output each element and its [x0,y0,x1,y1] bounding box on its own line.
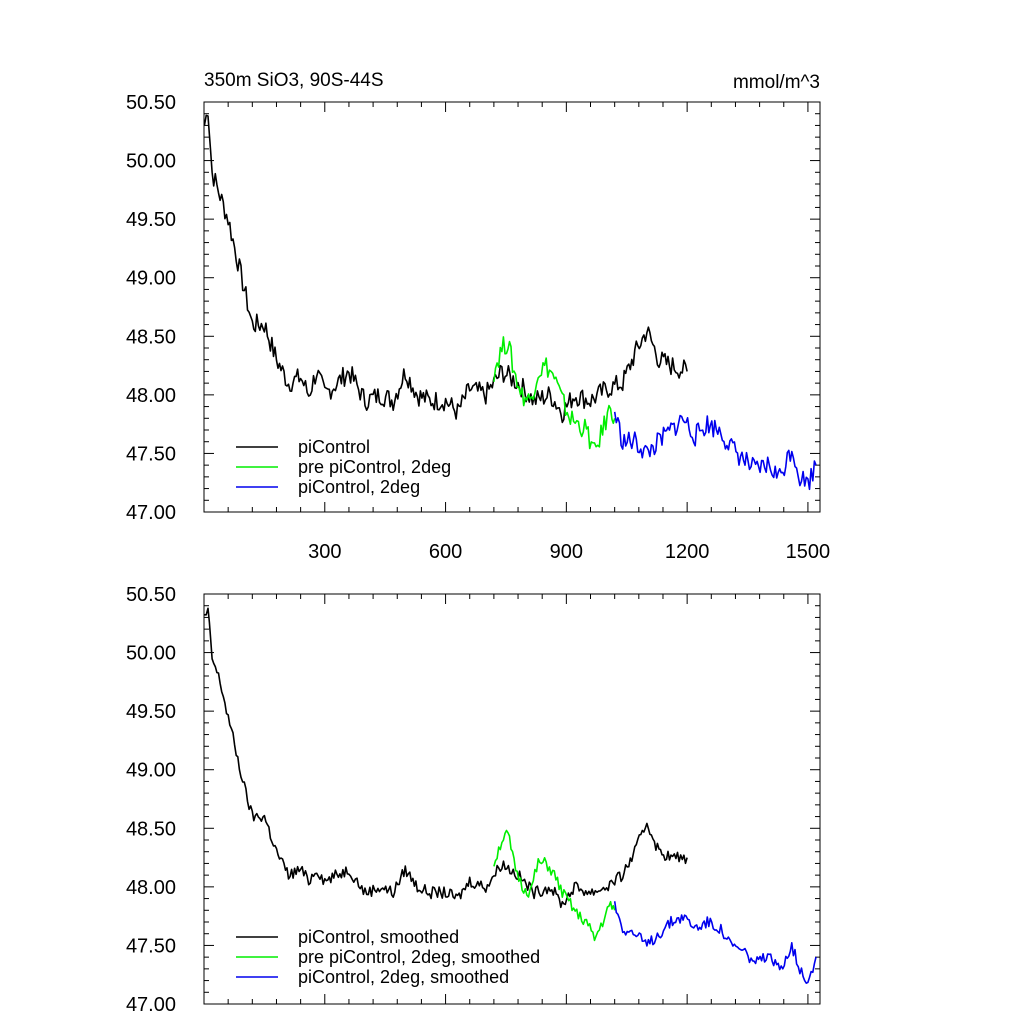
y-tick-label: 49.50 [126,209,176,231]
y-tick-label: 47.00 [126,994,176,1016]
series-line [613,901,817,984]
y-tick-label: 48.00 [126,877,176,899]
legend-entry: pre piControl, 2deg, smoothed [298,947,540,967]
y-tick-label: 50.50 [126,584,176,606]
x-tick-label: 1500 [786,541,831,563]
y-tick-label: 49.50 [126,701,176,723]
legend-entry: pre piControl, 2deg [298,457,451,477]
chart-panel-1: 47.00 47.50 48.00 48.50 49.00 49.50 50.00 50.50… [126,70,830,563]
y-tick-label: 48.00 [126,385,176,407]
y-tick-label: 47.00 [126,502,176,524]
x-tick-label: 1200 [665,541,710,563]
series-line [493,829,616,942]
y-tick-label: 49.00 [126,760,176,782]
plot-frame [203,593,821,1005]
legend-entry: piControl, 2deg, smoothed [298,967,509,987]
legend-entry: piControl [298,437,370,457]
y-tick-label: 50.50 [126,92,176,114]
series-line [613,411,817,491]
legend-entry: piControl, smoothed [298,927,459,947]
chart-panel-2: 47.00 47.50 48.00 48.50 49.00 49.50 50.00 50.50… [126,584,821,1016]
y-tick-label: 47.50 [126,443,176,465]
legend-entry: piControl, 2deg [298,477,420,497]
x-tick-label: 300 [308,541,341,563]
y-tick-label: 47.50 [126,935,176,957]
y-tick-label: 48.50 [126,818,176,840]
chart-title: 350m SiO3, 90S-44S [204,70,384,91]
x-tick-label: 900 [550,541,583,563]
y-tick-label: 49.00 [126,268,176,290]
series-line [493,336,616,450]
series-line [203,114,688,424]
y-tick-label: 50.00 [126,151,176,173]
series-line [204,607,688,909]
x-tick-label: 600 [429,541,462,563]
y-tick-label: 48.50 [126,326,176,348]
plot-frame [203,101,821,513]
chart-units: mmol/m^3 [733,72,820,93]
y-tick-label: 50.00 [126,643,176,665]
